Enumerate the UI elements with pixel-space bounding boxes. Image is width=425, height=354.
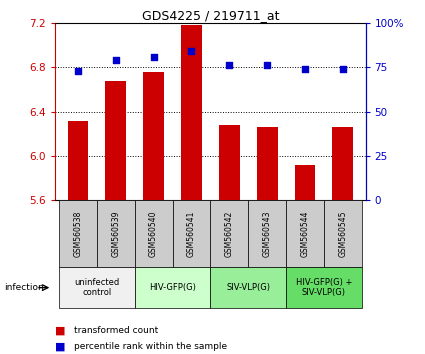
Point — [302, 66, 309, 72]
Bar — [105, 81, 126, 200]
Text: infection: infection — [4, 283, 44, 292]
Text: GSM560543: GSM560543 — [263, 210, 272, 257]
Bar — [135, 267, 210, 308]
Text: transformed count: transformed count — [74, 326, 159, 336]
Bar — [286, 200, 324, 267]
Text: GSM560538: GSM560538 — [74, 210, 82, 257]
Bar — [97, 200, 135, 267]
Bar — [181, 25, 202, 200]
Point — [150, 54, 157, 59]
Bar — [68, 121, 88, 200]
Text: GSM560545: GSM560545 — [338, 210, 347, 257]
Text: percentile rank within the sample: percentile rank within the sample — [74, 342, 227, 352]
Point — [188, 48, 195, 54]
Bar — [324, 200, 362, 267]
Text: GSM560540: GSM560540 — [149, 210, 158, 257]
Bar — [135, 200, 173, 267]
Bar — [173, 200, 210, 267]
Text: uninfected
control: uninfected control — [74, 278, 119, 297]
Bar — [332, 127, 353, 200]
Title: GDS4225 / 219711_at: GDS4225 / 219711_at — [142, 9, 279, 22]
Text: HIV-GFP(G) +
SIV-VLP(G): HIV-GFP(G) + SIV-VLP(G) — [296, 278, 352, 297]
Bar — [286, 267, 362, 308]
Bar — [210, 267, 286, 308]
Point — [112, 57, 119, 63]
Bar — [248, 200, 286, 267]
Text: GSM560541: GSM560541 — [187, 210, 196, 257]
Bar — [210, 200, 248, 267]
Point — [74, 68, 81, 74]
Bar — [59, 200, 97, 267]
Text: GSM560539: GSM560539 — [111, 210, 120, 257]
Bar — [219, 125, 240, 200]
Point — [340, 66, 346, 72]
Bar — [295, 165, 315, 200]
Text: SIV-VLP(G): SIV-VLP(G) — [226, 283, 270, 292]
Bar — [143, 72, 164, 200]
Text: HIV-GFP(G): HIV-GFP(G) — [149, 283, 196, 292]
Text: GSM560542: GSM560542 — [225, 210, 234, 257]
Bar — [59, 267, 135, 308]
Text: ■: ■ — [55, 342, 66, 352]
Point — [264, 63, 271, 68]
Point — [226, 63, 233, 68]
Bar — [257, 127, 278, 200]
Text: GSM560544: GSM560544 — [300, 210, 309, 257]
Text: ■: ■ — [55, 326, 66, 336]
